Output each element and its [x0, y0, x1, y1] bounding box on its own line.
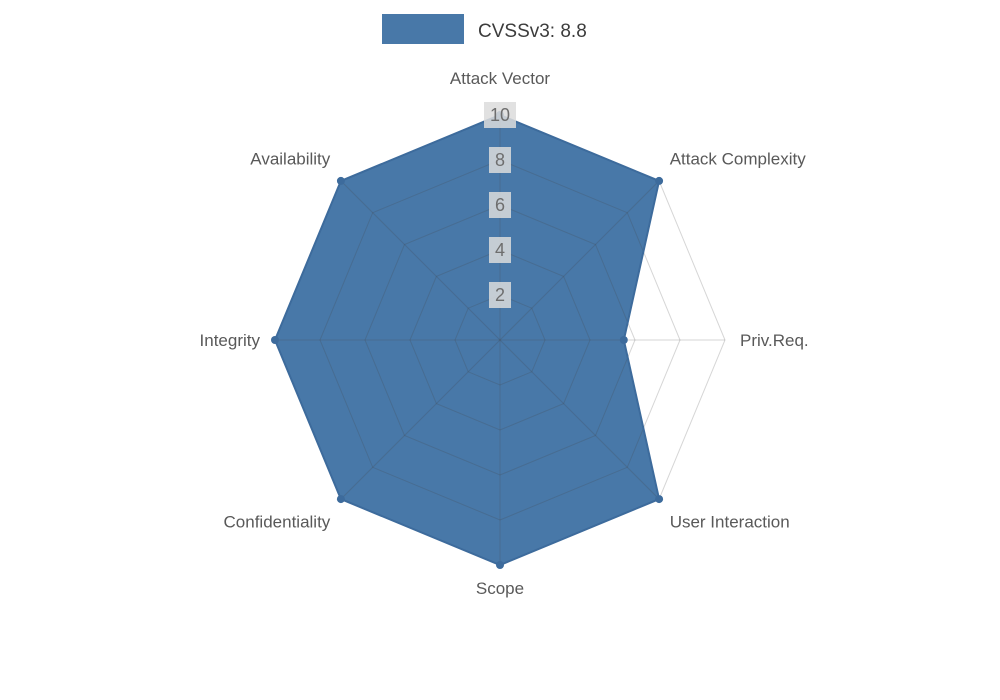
- tick-label: 6: [495, 195, 505, 215]
- data-vertex-dot: [655, 176, 664, 185]
- tick-label: 2: [495, 285, 505, 305]
- tick-labels-layer: 2 4 6 8 10: [484, 102, 516, 308]
- tick-label-box: [489, 147, 511, 173]
- series-layer: [275, 115, 660, 565]
- axis-label-attack-vector: Attack Vector: [450, 69, 550, 88]
- tick-label-box: [489, 192, 511, 218]
- grid-spoke: [340, 339, 501, 500]
- axis-label-attack-complexity: Attack Complexity: [670, 149, 807, 168]
- legend-swatch: [382, 14, 464, 44]
- legend-label: CVSSv3: 8.8: [478, 21, 587, 42]
- grid-spoke: [340, 180, 501, 341]
- data-vertex-dot: [271, 336, 279, 344]
- axis-label-priv-req: Priv.Req.: [740, 331, 809, 350]
- data-vertex-dot: [336, 176, 345, 185]
- data-vertex-dot: [496, 561, 504, 569]
- data-vertex-dot: [655, 495, 664, 504]
- grid-spoke: [499, 339, 660, 500]
- grid-ring: [319, 159, 681, 521]
- data-vertex-dot: [336, 495, 345, 504]
- tick-label: 4: [495, 240, 505, 260]
- data-vertex-dot: [619, 336, 628, 344]
- tick-label-box: [489, 282, 511, 308]
- grid-ring: [409, 249, 591, 431]
- tick-label: 8: [495, 150, 505, 170]
- grid-spoke: [499, 180, 660, 341]
- axis-labels-layer: Attack Vector Attack Complexity Priv.Req. U…: [200, 69, 809, 598]
- grid-ring: [454, 294, 546, 386]
- tick-label-box: [484, 102, 516, 128]
- tick-label-box: [489, 237, 511, 263]
- grid-ring: [364, 204, 636, 476]
- axis-label-user-interaction: User Interaction: [670, 513, 790, 532]
- series-outline-layer: [271, 111, 664, 569]
- legend: CVSSv3: 8.8: [382, 14, 587, 44]
- axis-label-confidentiality: Confidentiality: [224, 513, 331, 532]
- axis-label-integrity: Integrity: [200, 331, 261, 350]
- data-polygon: [275, 115, 660, 565]
- tick-label: 10: [490, 105, 510, 125]
- axis-label-availability: Availability: [250, 149, 331, 168]
- axis-label-scope: Scope: [476, 579, 524, 598]
